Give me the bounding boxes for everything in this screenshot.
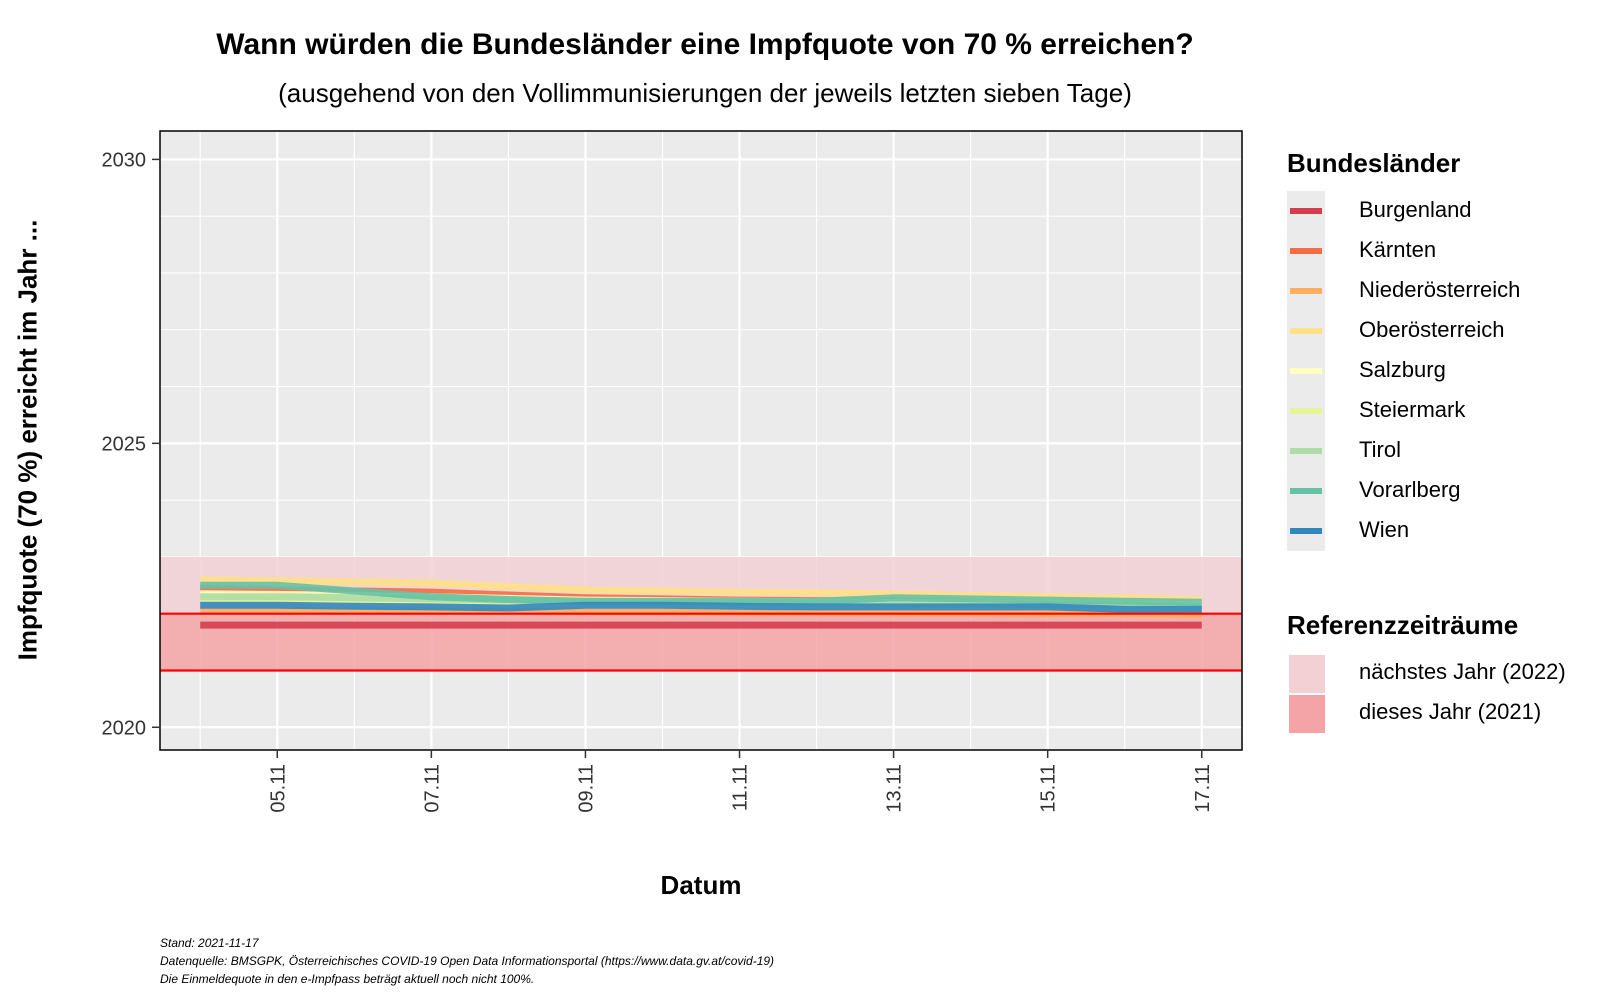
- legend-reference-swatch: [1288, 694, 1326, 734]
- x-axis-label: Datum: [660, 870, 742, 900]
- y-tick-label: 2030: [102, 149, 147, 171]
- legend-item: Wien: [1287, 511, 1409, 551]
- series-line-vorarlberg: [200, 581, 1202, 606]
- legend-item: Kärnten: [1287, 231, 1436, 271]
- footer-note: Die Einmeldequote in den e-Impfpass betr…: [160, 972, 535, 986]
- chart-subtitle: (ausgehend von den Vollimmunisierungen d…: [278, 78, 1132, 108]
- legend-key: [1287, 271, 1325, 311]
- legend-reference-label: nächstes Jahr (2022): [1359, 659, 1566, 684]
- legend-title-reference: Referenzzeiträume: [1287, 610, 1519, 640]
- legend-swatch: [1290, 288, 1322, 294]
- legend-item: Tirol: [1287, 431, 1401, 471]
- legend-items: Burgenland Kärnten Niederösterreich Oberöst…: [1287, 191, 1520, 551]
- legend-key: [1287, 351, 1325, 391]
- x-tick-label: 09.11: [575, 764, 597, 813]
- legend-key: [1287, 511, 1325, 551]
- legend-item: Oberösterreich: [1287, 311, 1505, 351]
- legend-item: Niederösterreich: [1287, 271, 1520, 311]
- legend-swatch: [1290, 368, 1322, 374]
- legend-label: Vorarlberg: [1359, 477, 1461, 502]
- legend-key: [1287, 311, 1325, 351]
- legend-label: Niederösterreich: [1359, 277, 1521, 302]
- legend-label: Wien: [1359, 517, 1410, 542]
- legend-swatch: [1290, 448, 1322, 454]
- legend-key: [1287, 431, 1325, 471]
- legend-label: Tirol: [1359, 437, 1401, 462]
- legend-key: [1287, 191, 1325, 231]
- legend-reference-items: nächstes Jahr (2022) dieses Jahr (2021): [1287, 653, 1566, 734]
- legend-label: Burgenland: [1359, 197, 1472, 222]
- y-tick-label: 2025: [102, 433, 147, 455]
- legend-label: Oberösterreich: [1359, 317, 1505, 342]
- x-tick-label: 07.11: [421, 764, 443, 813]
- legend-title: Bundesländer: [1287, 148, 1461, 178]
- legend-reference-item: dieses Jahr (2021): [1287, 693, 1541, 734]
- legend-reference-label: dieses Jahr (2021): [1359, 699, 1542, 724]
- x-tick-label: 13.11: [884, 764, 906, 813]
- y-tick-label: 2020: [102, 717, 147, 739]
- legend-bundeslaender: Bundesländer Burgenland Kärnten Niederöste…: [1287, 148, 1520, 551]
- legend-key: [1287, 391, 1325, 431]
- legend-item: Steiermark: [1287, 391, 1465, 431]
- footer-source: Datenquelle: BMSGPK, Österreichisches CO…: [160, 954, 775, 968]
- legend-swatch: [1290, 488, 1322, 494]
- legend-key: [1287, 231, 1325, 271]
- legend-item: Salzburg: [1287, 351, 1446, 391]
- footer-notes: Stand: 2021-11-17 Datenquelle: BMSGPK, Ö…: [160, 934, 774, 988]
- legend-swatch: [1290, 248, 1322, 254]
- series-line-wien: [200, 601, 1202, 613]
- legend-item: Vorarlberg: [1287, 471, 1461, 511]
- x-tick-label: 17.11: [1192, 764, 1214, 813]
- legend-key: [1287, 471, 1325, 511]
- chart-title: Wann würden die Bundesländer eine Impfqu…: [216, 28, 1194, 61]
- x-tick-label: 15.11: [1038, 764, 1060, 813]
- legend-swatch: [1290, 208, 1322, 214]
- legend-referenzzeitraeume: Referenzzeiträume nächstes Jahr (2022) di…: [1287, 610, 1566, 734]
- footer-stand: Stand: 2021-11-17: [160, 936, 259, 950]
- x-tick-label: 05.11: [267, 764, 289, 813]
- legend-swatch: [1290, 408, 1322, 414]
- legend-label: Steiermark: [1359, 397, 1466, 422]
- legend-swatch: [1290, 528, 1322, 534]
- legend-swatch: [1290, 328, 1322, 334]
- legend-item: Burgenland: [1287, 191, 1472, 231]
- legend-reference-item: nächstes Jahr (2022): [1287, 653, 1566, 694]
- legend-reference-swatch: [1288, 654, 1326, 694]
- legend-label: Kärnten: [1359, 237, 1437, 262]
- x-tick-label: 11.11: [730, 764, 752, 811]
- legend-label: Salzburg: [1359, 357, 1446, 382]
- plot-border: [159, 130, 1243, 751]
